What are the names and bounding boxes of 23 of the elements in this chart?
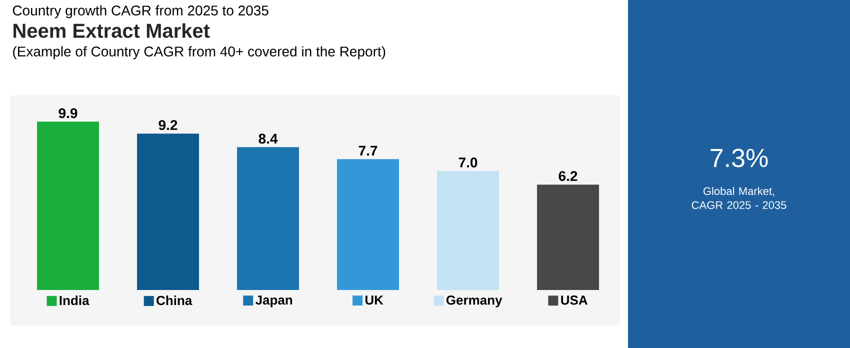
x-tick-label: USA — [561, 296, 588, 305]
x-tick-label: Japan — [256, 296, 292, 308]
text: Global Market, CAGR 2025 - 2035 — [692, 186, 786, 210]
bar — [137, 134, 200, 290]
data-label: 7.0 — [458, 158, 478, 168]
bar — [37, 122, 100, 290]
x-tick-label: UK — [365, 296, 384, 305]
bar — [537, 184, 600, 290]
bar — [337, 159, 400, 290]
data-label: 9.9 — [58, 108, 78, 118]
text: 7.3% — [710, 148, 768, 168]
x-tick-label: India — [60, 296, 90, 306]
bar — [437, 170, 500, 290]
text: Country growth CAGR from 2025 to 2035 — [12, 5, 268, 18]
chart-subtitle: (Example of Country CAGR from 40+ covered in the Report) — [13, 46, 386, 60]
data-label: 8.4 — [258, 134, 278, 144]
x-tick-label: China — [156, 296, 192, 306]
x-tick-label: Germany — [446, 296, 502, 308]
data-label: 9.2 — [158, 120, 178, 130]
chart-title: Neem Extract Market — [14, 23, 210, 38]
bar — [237, 147, 300, 290]
data-label: 6.2 — [558, 171, 578, 182]
data-label: 7.7 — [358, 146, 378, 156]
